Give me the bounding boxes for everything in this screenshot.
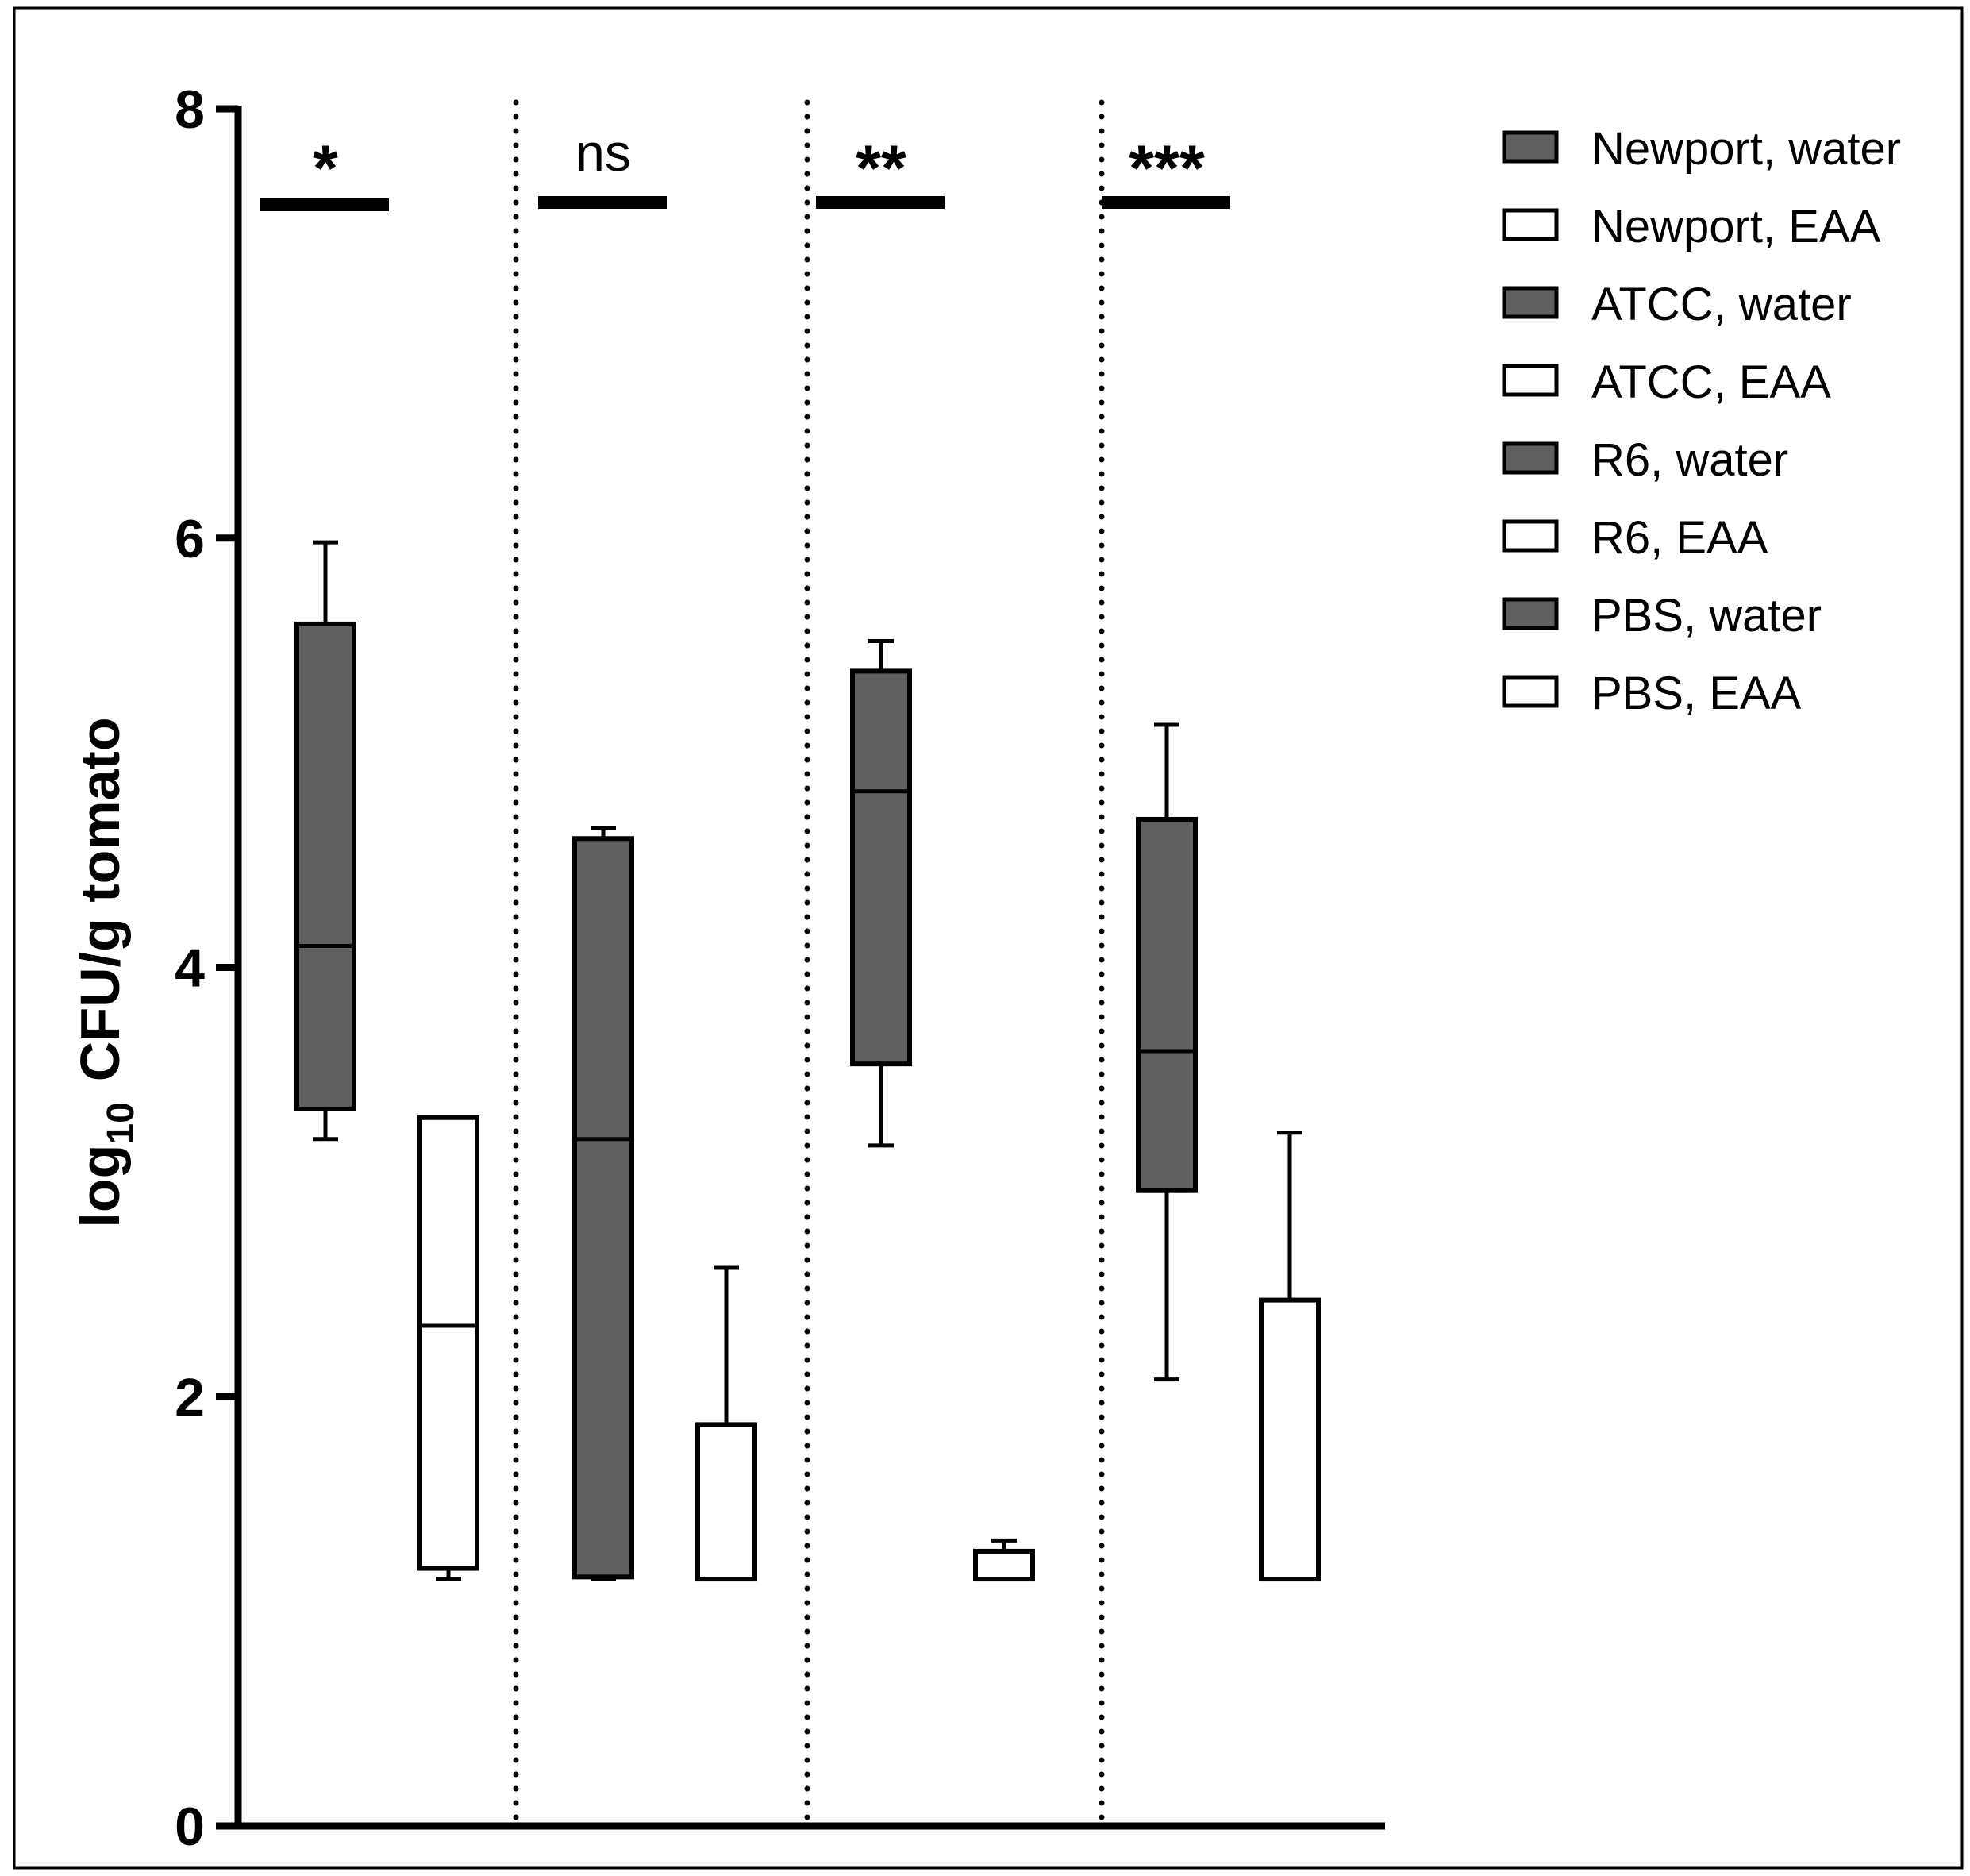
box-body (1136, 816, 1198, 1193)
y-tick-label: 4 (175, 938, 205, 999)
legend-swatch (1502, 208, 1559, 241)
group-newport (294, 540, 479, 1581)
significance-label: ns (575, 123, 631, 182)
y-axis-label-unit: CFU/g tomato (69, 717, 131, 1081)
y-tick-label: 6 (175, 509, 205, 569)
box-body (572, 836, 634, 1580)
box-body (294, 621, 356, 1111)
box-plots (294, 540, 1321, 1582)
legend-item: Newport, water (1502, 123, 1901, 175)
legend-label: PBS, water (1591, 590, 1822, 641)
svg-text:log10CFU/g tomato: log10 CFU/g tomato (69, 717, 142, 1227)
legend-label: ATCC, water (1591, 279, 1852, 330)
y-tick-label: 8 (175, 79, 205, 140)
legend-label: PBS, EAA (1591, 668, 1802, 719)
legend-swatch (1502, 675, 1559, 708)
legend-item: R6, water (1502, 434, 1788, 486)
box-atcc-eaa (695, 1265, 757, 1582)
legend-label: Newport, water (1591, 123, 1901, 175)
y-axis-label-base: 10 (100, 1102, 142, 1144)
legend-swatch (1502, 130, 1559, 164)
legend-swatch (1502, 364, 1559, 397)
legend-label: R6, water (1591, 434, 1788, 486)
legend: Newport, water Newport, EAA ATCC, water ATC… (1502, 123, 1901, 719)
box-r6-eaa (973, 1538, 1035, 1582)
legend-swatch (1502, 441, 1559, 475)
legend-swatch (1502, 519, 1559, 553)
legend-label: R6, EAA (1591, 512, 1768, 564)
significance-markers: * ns ** *** (260, 123, 1230, 211)
group-pbs (1136, 722, 1321, 1582)
box-pbs-water (1136, 722, 1198, 1382)
axes: 0 2 4 6 8 (175, 79, 1385, 1857)
box-body (1259, 1297, 1321, 1582)
box-r6-water (850, 639, 912, 1148)
significance-label: ** (856, 133, 906, 205)
significance-label: * (313, 133, 338, 205)
box-newport-water (294, 540, 356, 1142)
box-newport-eaa (417, 1115, 479, 1581)
legend-item: Newport, EAA (1502, 201, 1881, 252)
legend-item: PBS, EAA (1502, 668, 1802, 719)
legend-label: ATCC, EAA (1591, 356, 1831, 408)
box-body (417, 1115, 479, 1571)
legend-item: ATCC, water (1502, 279, 1852, 330)
y-tick-label: 0 (175, 1797, 205, 1857)
significance-label: *** (1129, 133, 1205, 205)
group-atcc (572, 826, 757, 1582)
group-r6 (850, 639, 1035, 1582)
box-body (695, 1422, 757, 1582)
legend-swatch (1502, 597, 1559, 630)
y-tick-label: 2 (175, 1367, 205, 1427)
y-axis-label: log10 CFU/g tomato (69, 717, 142, 1227)
legend-item: ATCC, EAA (1502, 356, 1831, 408)
box-atcc-water (572, 826, 634, 1581)
legend-label: Newport, EAA (1591, 201, 1881, 252)
y-axis-label-log: log (69, 1145, 131, 1228)
legend-item: R6, EAA (1502, 512, 1768, 564)
box-body (973, 1548, 1035, 1582)
box-body (850, 668, 912, 1067)
legend-swatch (1502, 286, 1559, 319)
group-separators (513, 99, 1105, 1821)
legend-item: PBS, water (1502, 590, 1822, 641)
box-pbs-eaa (1259, 1131, 1321, 1582)
